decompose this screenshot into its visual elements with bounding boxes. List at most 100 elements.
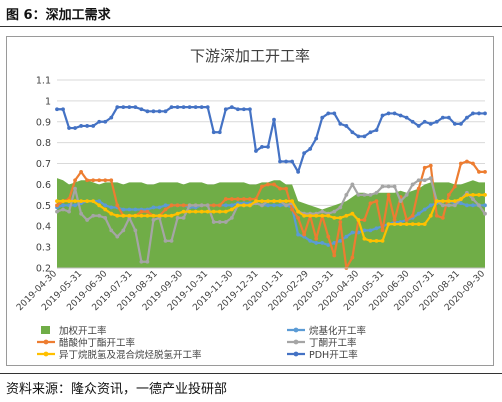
data-point (181, 215, 186, 220)
data-point (193, 105, 198, 110)
data-point (229, 207, 234, 212)
data-point (127, 213, 132, 218)
data-point (103, 203, 108, 208)
data-point (302, 232, 307, 237)
data-point (452, 121, 457, 126)
data-point (362, 218, 367, 222)
data-point (362, 236, 367, 241)
data-point (344, 192, 349, 197)
data-point (85, 218, 90, 222)
data-point (392, 111, 397, 116)
data-point (284, 203, 288, 208)
data-point (483, 192, 487, 197)
data-point (446, 192, 451, 197)
data-point (115, 203, 120, 208)
data-point (193, 203, 198, 208)
data-point (374, 190, 379, 195)
y-tick-label: 1 (45, 96, 51, 107)
data-point (73, 178, 77, 183)
data-point (398, 222, 403, 227)
data-point (465, 203, 469, 208)
data-point (392, 218, 397, 222)
data-point (374, 199, 379, 204)
data-point (67, 126, 71, 130)
data-point (61, 107, 65, 112)
data-point (181, 203, 186, 208)
data-point (79, 170, 84, 174)
data-point (410, 119, 415, 124)
data-point (483, 111, 487, 116)
data-point (458, 197, 463, 201)
data-point (362, 134, 367, 139)
data-point (139, 107, 144, 112)
data-point (440, 215, 445, 220)
data-point (344, 234, 349, 239)
data-point (235, 203, 240, 208)
data-point (440, 115, 445, 120)
data-point (169, 105, 174, 110)
legend-label: 异丁烷脱氢及混合烷烃脱氢开工率 (59, 349, 202, 361)
data-point (109, 211, 114, 216)
data-point (458, 201, 463, 206)
data-point (416, 211, 421, 216)
data-point (55, 107, 59, 112)
data-point (151, 109, 156, 114)
data-point (440, 203, 445, 208)
data-point (416, 178, 421, 183)
data-point (55, 209, 59, 214)
data-point (428, 176, 433, 181)
data-point (211, 220, 216, 224)
y-tick-label: 0.2 (36, 264, 51, 275)
data-point (217, 130, 222, 135)
data-point (79, 124, 84, 128)
data-point (229, 203, 234, 208)
data-point (422, 165, 427, 170)
data-point (302, 151, 307, 156)
data-point (121, 228, 126, 233)
data-point (440, 199, 445, 204)
data-point (260, 199, 264, 204)
data-point (332, 111, 337, 116)
data-point (109, 228, 114, 233)
data-point (91, 178, 96, 183)
data-point (428, 213, 433, 218)
data-point (97, 119, 102, 124)
caption-rule (0, 26, 502, 27)
data-point (434, 213, 439, 218)
data-point (350, 211, 355, 216)
data-point (85, 178, 90, 183)
data-point (338, 205, 343, 210)
data-point (175, 105, 180, 110)
chart-frame: 下游深加工开工率 0.2 0.3 0.4 0.5 0.6 0.7 0.8 0.9 1 1.1 20… (6, 36, 494, 366)
data-point (223, 209, 228, 214)
data-point (157, 213, 162, 218)
data-point (248, 107, 252, 112)
data-point (392, 184, 397, 189)
data-point (133, 207, 138, 212)
data-point (67, 209, 71, 214)
data-point (308, 213, 313, 218)
data-point (326, 111, 331, 116)
data-point (284, 199, 288, 204)
data-point (410, 222, 415, 227)
data-point (109, 178, 114, 183)
legend-marker (43, 351, 49, 357)
data-point (422, 119, 427, 124)
data-point (145, 109, 150, 114)
data-point (163, 238, 168, 243)
data-point (302, 213, 307, 218)
y-tick-label: 0.9 (36, 117, 51, 128)
series-line (57, 106, 485, 174)
data-point (368, 130, 373, 135)
data-point (471, 192, 475, 197)
data-point (169, 203, 174, 208)
data-point (483, 211, 487, 216)
legend-label: 加权开工率 (59, 325, 107, 337)
data-point (127, 105, 132, 110)
data-point (278, 199, 282, 204)
data-point (422, 207, 427, 212)
data-point (314, 241, 319, 245)
data-point (404, 192, 409, 197)
legend-marker (293, 339, 299, 345)
